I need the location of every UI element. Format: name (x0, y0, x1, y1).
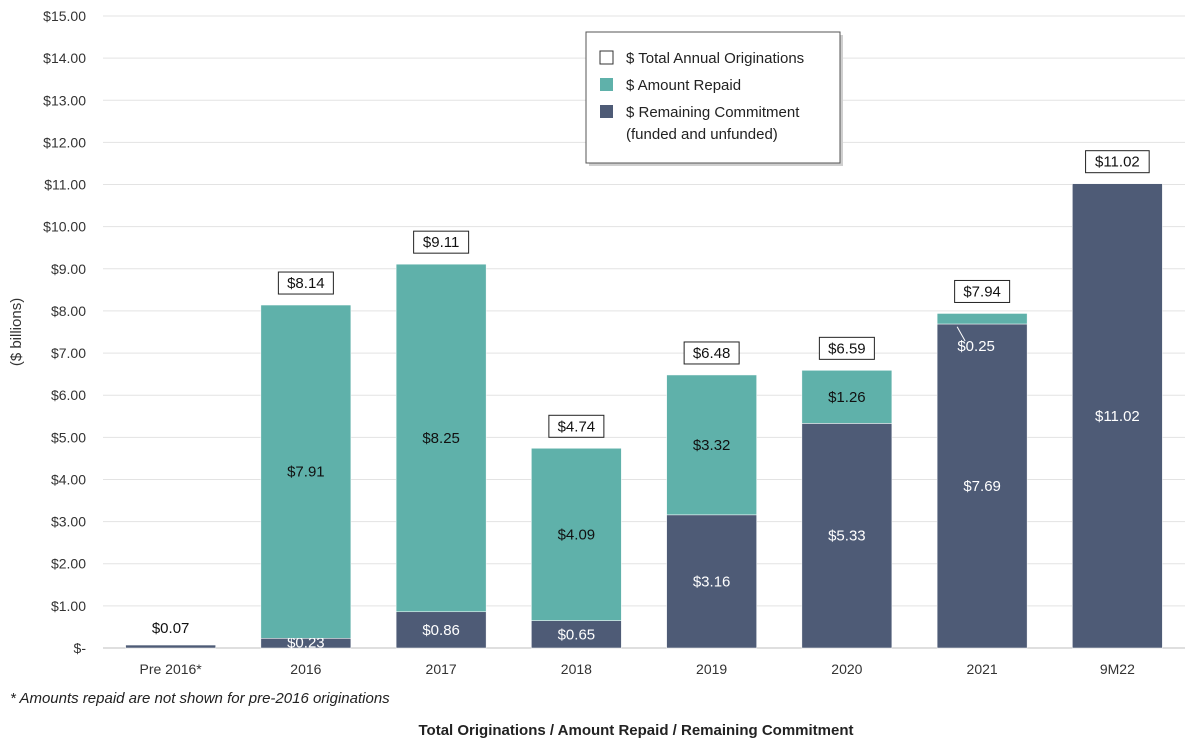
x-tick-label: 2016 (290, 661, 321, 677)
data-label-repaid: $7.91 (287, 464, 325, 481)
data-label-repaid: $3.32 (693, 437, 731, 454)
y-tick-label: $3.00 (51, 514, 86, 530)
bar-remaining-commitment (666, 514, 757, 649)
total-label-box (683, 341, 740, 365)
bar-remaining-commitment (936, 323, 1028, 649)
x-tick-label: 2017 (426, 661, 457, 677)
y-axis-label: ($ billions) (8, 298, 25, 366)
y-tick-label: $7.00 (51, 345, 86, 361)
bar-remaining-commitment (531, 620, 622, 649)
label-leader-line (956, 326, 966, 342)
footnote: * Amounts repaid are not shown for pre-2… (10, 690, 390, 707)
total-label-box (277, 271, 334, 295)
y-tick-label: $5.00 (51, 429, 86, 445)
x-axis-title: Total Originations / Amount Repaid / Rem… (418, 722, 854, 739)
data-label-remaining: $11.02 (1095, 408, 1140, 425)
total-label: $7.94 (963, 283, 1001, 300)
data-label-remaining: $0.23 (287, 635, 325, 652)
data-label-repaid: $4.09 (558, 526, 596, 543)
data-label-repaid: $0.25 (957, 338, 995, 355)
x-tick-label: 2021 (967, 661, 998, 677)
x-tick-label: Pre 2016* (139, 661, 202, 677)
total-label: $8.14 (287, 275, 325, 292)
total-label-box (548, 414, 605, 438)
x-tick-label: 2019 (696, 661, 727, 677)
legend-label: $ Total Annual Originations (626, 50, 804, 67)
total-label-box (818, 336, 875, 360)
total-label: $6.59 (828, 340, 866, 357)
data-label-remaining: $0.86 (422, 622, 460, 639)
data-label-remaining: $5.33 (828, 528, 866, 545)
bars: $0.07 $0.23 $7.91 $8.14 $0.86 $8.25 $9.11 $0.65… (125, 150, 1163, 652)
total-label: $6.48 (693, 345, 731, 362)
total-label: $11.02 (1095, 154, 1140, 171)
y-tick-label: $13.00 (43, 92, 86, 108)
y-tick-label: $6.00 (51, 387, 86, 403)
bar-amount-repaid (936, 313, 1028, 325)
total-label: $0.07 (152, 620, 190, 637)
y-tick-label: $2.00 (51, 556, 86, 572)
bar-amount-repaid (666, 374, 757, 516)
total-label-box (1085, 150, 1150, 174)
total-label-box (413, 230, 470, 254)
x-tick-label: 2018 (561, 661, 592, 677)
legend-label: (funded and unfunded) (626, 126, 778, 143)
legend-swatch-remaining (600, 105, 613, 118)
bar-amount-repaid (801, 370, 893, 424)
bar-amount-repaid (531, 448, 622, 621)
y-tick-label: $10.00 (43, 219, 86, 235)
legend: $ Total Annual Originations $ Amount Repa… (585, 31, 843, 166)
y-tick-label: $14.00 (43, 50, 86, 66)
total-label: $9.11 (423, 234, 459, 251)
y-tick-label: $15.00 (43, 8, 86, 24)
legend-swatch-repaid (600, 78, 613, 91)
data-label-remaining: $7.69 (963, 478, 1001, 495)
bar-remaining-commitment (1072, 183, 1163, 649)
total-label: $4.74 (558, 418, 596, 435)
y-tick-label: $8.00 (51, 303, 86, 319)
x-axis-ticks: Pre 2016* 2016 2017 2018 2019 2020 2021 9M22 (139, 661, 1135, 677)
y-tick-label: $4.00 (51, 471, 86, 487)
y-axis-ticks: $- $1.00 $2.00 $3.00 $4.00 $5.00 $6.00 $7.00 $8.… (43, 8, 86, 656)
data-label-repaid: $1.26 (828, 389, 866, 406)
bar-amount-repaid (260, 304, 352, 639)
x-tick-label: 2020 (831, 661, 862, 677)
total-label-box (954, 279, 1011, 303)
y-tick-label: $1.00 (51, 598, 86, 614)
x-tick-label: 9M22 (1100, 661, 1135, 677)
bar-remaining-commitment (125, 644, 216, 649)
legend-box (585, 31, 841, 164)
y-tick-label: $11.00 (44, 177, 86, 193)
data-label-remaining: $0.65 (558, 626, 596, 643)
data-label-remaining: $3.16 (693, 573, 731, 590)
y-tick-label: $9.00 (51, 261, 86, 277)
legend-swatch-total (599, 50, 614, 65)
legend-label: $ Remaining Commitment (626, 104, 800, 121)
y-tick-label: $12.00 (43, 134, 86, 150)
legend-label: $ Amount Repaid (626, 77, 741, 94)
bar-remaining-commitment (801, 423, 893, 649)
bar-amount-repaid (395, 263, 487, 613)
y-tick-label: $- (74, 640, 87, 656)
data-label-repaid: $8.25 (422, 430, 460, 447)
